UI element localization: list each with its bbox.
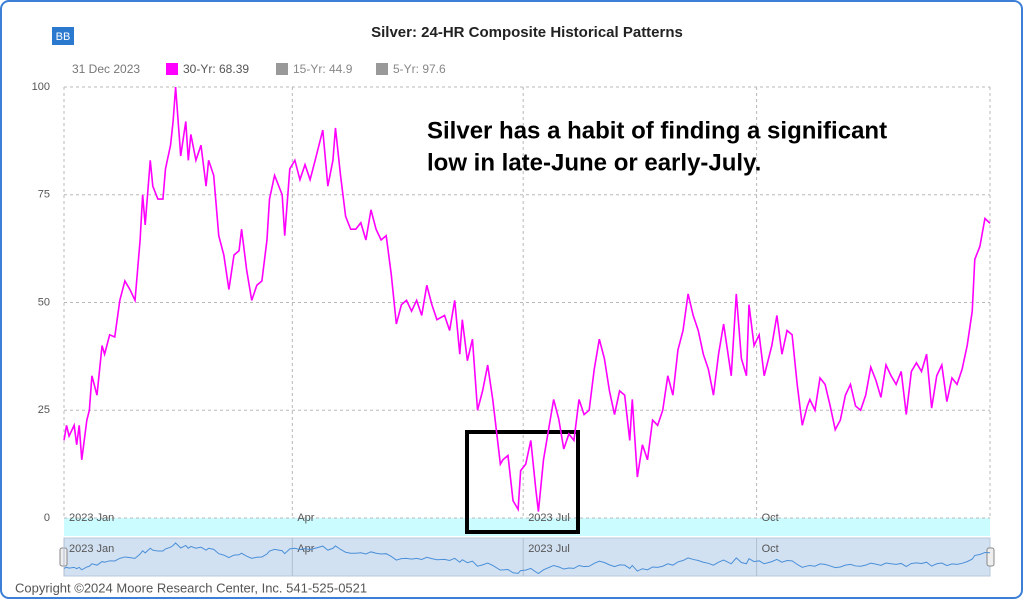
x-tick-label: Apr — [297, 512, 314, 524]
legend-swatch — [376, 63, 388, 75]
x-tick-label: 2023 Jul — [528, 512, 570, 524]
range-band — [64, 518, 990, 536]
legend-swatch — [276, 63, 288, 75]
highlight-box — [465, 430, 580, 534]
button-label[interactable]: BB — [56, 31, 71, 43]
annotation: Silver has a habit of finding a signific… — [427, 117, 887, 144]
chart-title: Silver: 24-HR Composite Historical Patte… — [371, 24, 683, 41]
legend-date: 31 Dec 2023 — [72, 62, 140, 76]
y-tick-label: 0 — [44, 512, 50, 524]
navigator-label: Oct — [762, 543, 779, 555]
annotation: low in late-June or early-July. — [427, 149, 761, 176]
navigator-label: 2023 Jul — [528, 543, 570, 555]
x-tick-label: 2023 Jan — [69, 512, 114, 524]
navigator-line — [63, 542, 991, 575]
navigator[interactable] — [63, 537, 991, 577]
series-line — [63, 86, 991, 513]
legend-label: 5-Yr: 97.6 — [393, 62, 446, 76]
button-bg[interactable] — [52, 27, 74, 45]
navigator-label: 2023 Jan — [69, 543, 114, 555]
footer: Copyright ©2024 Moore Research Center, I… — [15, 580, 367, 595]
navigator-handle[interactable] — [986, 547, 995, 567]
legend-label: 30-Yr: 68.39 — [183, 62, 249, 76]
x-tick-label: Oct — [762, 512, 779, 524]
y-tick-label: 100 — [32, 81, 50, 93]
legend-label: 15-Yr: 44.9 — [293, 62, 353, 76]
y-tick-label: 75 — [38, 189, 50, 201]
y-tick-label: 25 — [38, 404, 50, 416]
y-tick-label: 50 — [38, 296, 50, 308]
legend-swatch — [166, 63, 178, 75]
